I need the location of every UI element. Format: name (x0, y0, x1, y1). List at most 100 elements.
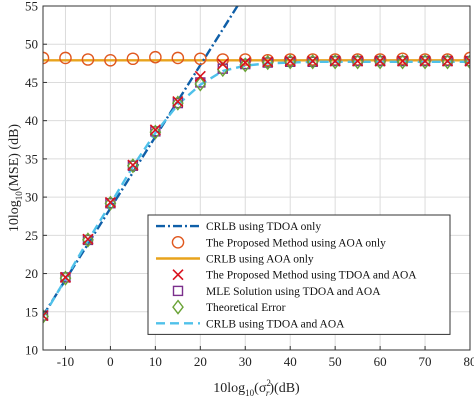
series-line (43, 6, 239, 317)
x-tick-label: 20 (194, 354, 207, 369)
x-stroke (307, 55, 319, 67)
data-point (284, 54, 297, 70)
data-point (43, 308, 49, 325)
data-point (126, 52, 140, 66)
series-4 (43, 55, 470, 322)
data-point (239, 57, 251, 69)
data-point (194, 52, 207, 66)
data-point (238, 53, 252, 66)
data-point (374, 54, 386, 70)
series-1 (43, 6, 239, 317)
data-point (283, 53, 297, 66)
legend-swatch (172, 269, 184, 281)
legend-item: The Proposed Method using TDOA and AOA (172, 269, 417, 282)
data-point (149, 50, 162, 64)
y-tick-label: 10 (25, 343, 38, 358)
data-point (81, 53, 95, 66)
x-tick-label: 10 (149, 354, 162, 369)
data-point (396, 54, 409, 70)
x-stroke (284, 55, 296, 67)
y-axis-label: 10log10(MSE) (dB) (7, 124, 24, 233)
data-point (217, 58, 229, 70)
y-tick-label: 55 (25, 0, 38, 14)
data-point (464, 55, 470, 67)
y-tick-label: 50 (25, 37, 38, 52)
data-point (329, 55, 341, 67)
legend-item: CRLB using TDOA and AOA (156, 318, 345, 330)
data-point (59, 271, 72, 283)
legend-item: MLE Solution using TDOA and AOA (172, 285, 381, 298)
data-point (307, 55, 319, 67)
x-tick-label: 0 (107, 354, 114, 369)
series-line (43, 60, 470, 318)
data-point (352, 55, 364, 67)
legend-label: Theoretical Error (206, 302, 286, 314)
data-point (396, 52, 409, 66)
x-stroke (127, 159, 139, 171)
x-stroke (217, 58, 229, 70)
legend-box (147, 214, 451, 335)
legend-label: CRLB using TDOA and AOA (206, 318, 345, 330)
legend-swatch (172, 285, 184, 297)
y-tick-label: 25 (25, 228, 38, 243)
x-tick-label: 50 (329, 354, 342, 369)
x-stroke (441, 55, 454, 67)
data-point (149, 124, 161, 136)
legend-item: CRLB using AOA only (156, 254, 314, 266)
legend-item: CRLB using TDOA only (156, 221, 321, 233)
x-tick-label: 40 (284, 354, 297, 369)
x-stroke (43, 314, 49, 322)
legend-label: The Proposed Method using AOA only (206, 237, 386, 249)
legend-label: CRLB using TDOA only (206, 221, 321, 233)
data-point (171, 51, 185, 65)
data-point (262, 56, 274, 68)
series-layer (43, 6, 470, 325)
data-point (306, 54, 319, 70)
x-stroke (374, 55, 386, 67)
y-tick-label: 15 (25, 304, 38, 319)
y-tick-label: 35 (25, 151, 38, 166)
data-point (104, 196, 116, 209)
y-tick-label: 20 (25, 266, 38, 281)
y-tick-label: 30 (25, 190, 38, 205)
x-stroke (239, 57, 251, 69)
data-point (464, 54, 470, 70)
data-point (329, 54, 342, 70)
data-point (59, 51, 72, 65)
legend-swatch (172, 299, 184, 315)
data-point (104, 53, 117, 67)
x-stroke (262, 56, 274, 68)
x-tick-label: -10 (57, 354, 74, 369)
data-point (194, 70, 206, 82)
data-point (172, 95, 184, 108)
x-tick-label: 80 (464, 354, 474, 369)
x-stroke (397, 55, 409, 67)
x-stroke (172, 95, 184, 108)
data-point (82, 232, 94, 248)
x-stroke (104, 196, 116, 209)
data-point (419, 54, 431, 70)
tick-labels: -10 0 10 20 30 40 50 60 70 80 10 15 20 25 30 35 40 45 50 55 (25, 0, 474, 369)
legend-label: The Proposed Method using TDOA and AOA (206, 270, 417, 282)
x-stroke (419, 55, 431, 67)
data-point (171, 95, 184, 111)
x-stroke (194, 70, 206, 82)
plot-frame (42, 5, 471, 351)
data-point (441, 55, 454, 67)
x-stroke (82, 233, 94, 245)
legend: CRLB using TDOA only The Proposed Method … (147, 214, 451, 335)
x-axis-label: 10log10(σ2 r)(dB) (213, 378, 300, 398)
x-stroke (464, 59, 470, 67)
data-point (306, 53, 319, 66)
data-point (397, 55, 409, 67)
x-stroke (149, 124, 161, 136)
data-point (419, 55, 431, 67)
y-tick-label: 45 (25, 75, 38, 90)
data-point (239, 57, 252, 73)
x-tick-label: 70 (419, 354, 432, 369)
x-tick-label: 60 (374, 354, 387, 369)
legend-item: The Proposed Method using AOA only (171, 235, 386, 249)
legend-label: MLE Solution using TDOA and AOA (206, 286, 381, 298)
series-2 (43, 50, 470, 67)
